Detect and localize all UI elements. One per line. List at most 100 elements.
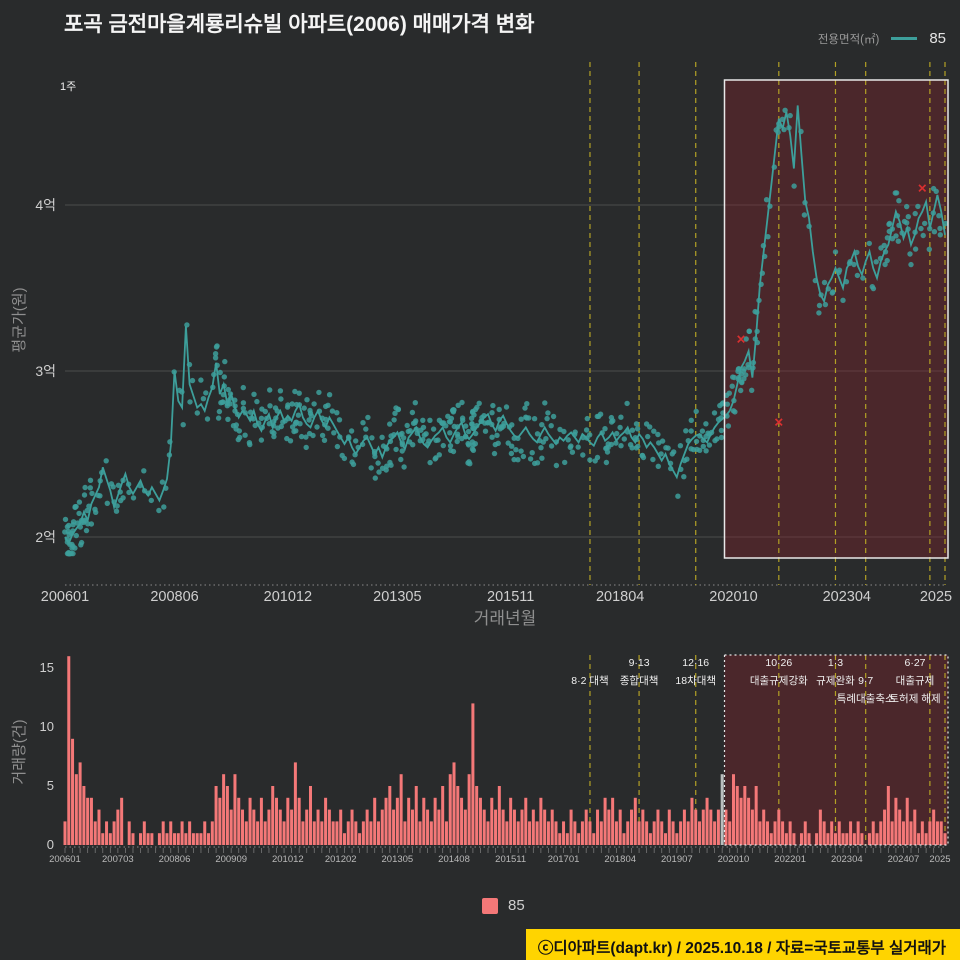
volume-bar[interactable] [901, 821, 905, 845]
volume-bar[interactable] [709, 809, 713, 845]
volume-bars[interactable] [63, 656, 947, 845]
volume-bar[interactable] [146, 833, 150, 845]
volume-bar[interactable] [577, 833, 581, 845]
volume-bar[interactable] [803, 821, 807, 845]
volume-bar[interactable] [384, 797, 388, 845]
volume-bar[interactable] [935, 821, 939, 845]
volume-bar[interactable] [799, 833, 803, 845]
volume-bar[interactable] [690, 797, 694, 845]
volume-bar[interactable] [354, 821, 358, 845]
volume-bar[interactable] [531, 809, 535, 845]
volume-bar[interactable] [297, 797, 301, 845]
volume-bar[interactable] [554, 821, 558, 845]
volume-bar[interactable] [543, 809, 547, 845]
volume-bar[interactable] [724, 809, 728, 845]
volume-bar[interactable] [682, 809, 686, 845]
volume-bar[interactable] [116, 809, 120, 845]
volume-bar[interactable] [701, 809, 705, 845]
volume-bar[interactable] [346, 821, 350, 845]
volume-bar[interactable] [486, 821, 490, 845]
volume-bar[interactable] [373, 797, 377, 845]
volume-bar[interactable] [875, 833, 879, 845]
volume-bar[interactable] [63, 821, 67, 845]
volume-bar[interactable] [142, 821, 146, 845]
volume-bar[interactable] [157, 833, 161, 845]
volume-bar[interactable] [127, 821, 131, 845]
volume-bar[interactable] [108, 833, 112, 845]
volume-bar[interactable] [871, 821, 875, 845]
volume-bar[interactable] [599, 821, 603, 845]
volume-bar[interactable] [275, 797, 279, 845]
volume-bar[interactable] [698, 821, 702, 845]
volume-bar[interactable] [316, 809, 320, 845]
volume-bar[interactable] [849, 821, 853, 845]
volume-bar[interactable] [546, 821, 550, 845]
volume-bar[interactable] [463, 809, 467, 845]
volume-bar[interactable] [448, 774, 452, 845]
volume-bar[interactable] [150, 833, 154, 845]
volume-bar[interactable] [256, 821, 260, 845]
volume-bar[interactable] [358, 833, 362, 845]
volume-bar[interactable] [867, 833, 871, 845]
volume-bar[interactable] [750, 809, 754, 845]
volume-bar[interactable] [312, 821, 316, 845]
volume-bar[interactable] [762, 809, 766, 845]
volume-bar[interactable] [573, 821, 577, 845]
volume-bar[interactable] [928, 821, 932, 845]
volume-bar[interactable] [898, 809, 902, 845]
volume-bar[interactable] [713, 821, 717, 845]
volume-bar[interactable] [229, 809, 233, 845]
volume-bar[interactable] [278, 809, 282, 845]
volume-bar[interactable] [327, 809, 331, 845]
volume-bar[interactable] [856, 821, 860, 845]
volume-bar[interactable] [648, 833, 652, 845]
volume-bar[interactable] [883, 809, 887, 845]
volume-bar[interactable] [535, 821, 539, 845]
volume-bar[interactable] [679, 821, 683, 845]
volume-bar[interactable] [886, 786, 890, 845]
volume-bar[interactable] [652, 821, 656, 845]
volume-bar[interactable] [452, 762, 456, 845]
volume-bar[interactable] [376, 821, 380, 845]
volume-bar[interactable] [841, 833, 845, 845]
volume-bar[interactable] [565, 833, 569, 845]
volume-bar[interactable] [497, 786, 501, 845]
legend-top[interactable]: 전용면적(㎡) 85 [818, 30, 946, 47]
volume-bar[interactable] [225, 786, 229, 845]
volume-bar[interactable] [592, 833, 596, 845]
volume-bar[interactable] [705, 797, 709, 845]
volume-bar[interactable] [569, 809, 573, 845]
volume-bar[interactable] [516, 821, 520, 845]
volume-bar[interactable] [293, 762, 297, 845]
volume-bar[interactable] [622, 833, 626, 845]
volume-bar[interactable] [365, 809, 369, 845]
volume-bar[interactable] [259, 797, 263, 845]
volume-bar[interactable] [188, 821, 192, 845]
volume-bar[interactable] [815, 833, 819, 845]
volume-bar[interactable] [78, 762, 82, 845]
volume-bar[interactable] [244, 821, 248, 845]
volume-bar[interactable] [433, 797, 437, 845]
volume-bar[interactable] [176, 833, 180, 845]
volume-bar[interactable] [490, 797, 494, 845]
volume-bar[interactable] [524, 797, 528, 845]
volume-bar[interactable] [74, 774, 78, 845]
volume-bar[interactable] [161, 821, 165, 845]
volume-bar[interactable] [426, 809, 430, 845]
volume-bar[interactable] [924, 833, 928, 845]
volume-bar[interactable] [112, 821, 116, 845]
volume-bar[interactable] [603, 797, 607, 845]
volume-bar[interactable] [777, 809, 781, 845]
volume-bar[interactable] [807, 833, 811, 845]
volume-bar[interactable] [429, 821, 433, 845]
volume-bar[interactable] [833, 833, 837, 845]
volume-bar[interactable] [837, 821, 841, 845]
volume-bar[interactable] [664, 833, 668, 845]
volume-bar[interactable] [169, 821, 173, 845]
volume-bar[interactable] [894, 797, 898, 845]
volume-bar[interactable] [618, 809, 622, 845]
volume-bar[interactable] [792, 833, 796, 845]
volume-bar[interactable] [342, 833, 346, 845]
volume-bar[interactable] [562, 821, 566, 845]
